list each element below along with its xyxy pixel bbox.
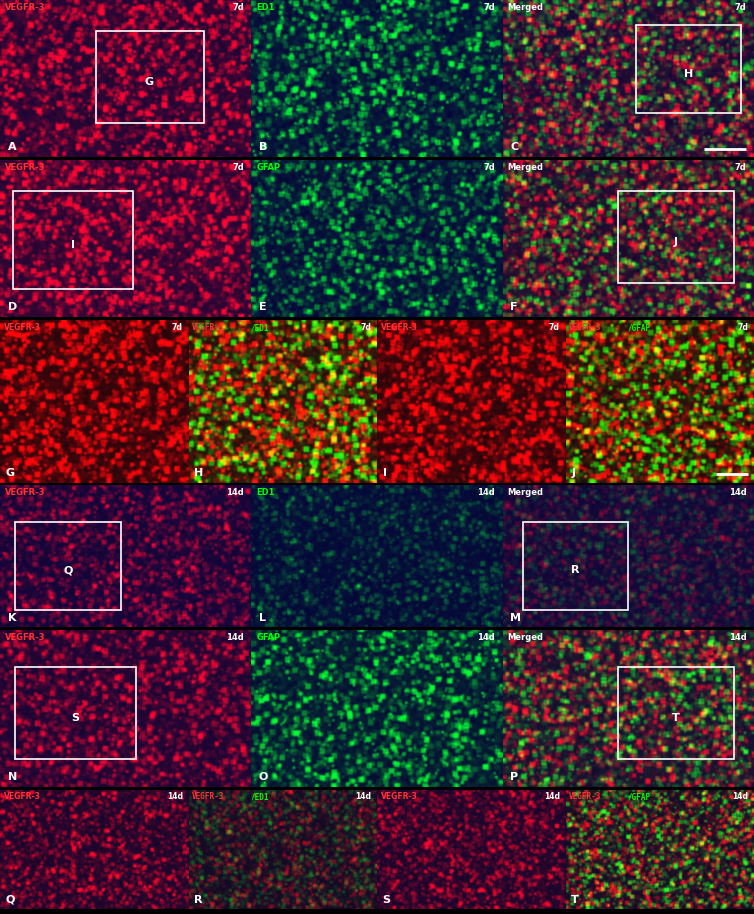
Text: S: S [72, 713, 79, 723]
Text: N: N [8, 772, 17, 782]
Bar [96, 31, 204, 122]
Text: ED1: ED1 [256, 3, 275, 12]
Text: ED1: ED1 [256, 488, 275, 497]
Text: 14d: 14d [226, 488, 244, 497]
Text: H: H [684, 69, 693, 79]
Text: G: G [145, 77, 154, 87]
Text: R: R [195, 895, 203, 905]
Text: I: I [382, 468, 387, 478]
Text: J: J [572, 468, 575, 478]
Text: 14d: 14d [732, 792, 748, 801]
Text: VEGFR-3: VEGFR-3 [5, 163, 45, 172]
Text: VEGFR-3: VEGFR-3 [5, 632, 45, 642]
Text: 14d: 14d [728, 488, 746, 497]
Text: K: K [8, 612, 16, 622]
Text: F: F [510, 303, 518, 313]
Text: /GFAP: /GFAP [627, 324, 651, 332]
Text: 14d: 14d [477, 488, 495, 497]
Text: /ED1: /ED1 [250, 324, 269, 332]
Text: A: A [8, 143, 16, 153]
Text: J: J [674, 237, 678, 247]
Text: H: H [195, 468, 204, 478]
Text: VEGFR-3: VEGFR-3 [381, 324, 418, 332]
Text: 14d: 14d [226, 632, 244, 642]
Text: 14d: 14d [544, 792, 559, 801]
Bar [13, 191, 133, 289]
Text: P: P [510, 772, 518, 782]
Text: I: I [71, 240, 75, 250]
Text: Q: Q [63, 566, 72, 576]
Text: GFAP: GFAP [256, 163, 280, 172]
Text: D: D [8, 303, 17, 313]
Text: B: B [259, 143, 267, 153]
Text: VEGFR-3: VEGFR-3 [569, 792, 602, 801]
Text: O: O [259, 772, 268, 782]
Text: /GFAP: /GFAP [627, 792, 651, 801]
Text: 14d: 14d [477, 632, 495, 642]
Text: 7d: 7d [483, 163, 495, 172]
Bar [636, 26, 741, 113]
Text: VEGFR-3: VEGFR-3 [4, 324, 41, 332]
Text: VEGFR-3: VEGFR-3 [569, 324, 602, 332]
Text: 7d: 7d [360, 324, 371, 332]
Text: M: M [510, 612, 521, 622]
Text: VEGFR-3: VEGFR-3 [4, 792, 41, 801]
Text: G: G [5, 468, 15, 478]
Text: VEGFR-3: VEGFR-3 [192, 792, 225, 801]
Text: 7d: 7d [734, 163, 746, 172]
Text: Merged: Merged [507, 163, 544, 172]
Text: T: T [673, 713, 680, 723]
Text: C: C [510, 143, 518, 153]
Text: Merged: Merged [507, 488, 544, 497]
Bar [15, 667, 136, 759]
Text: S: S [382, 895, 391, 905]
Text: VEGFR-3: VEGFR-3 [381, 792, 418, 801]
Text: L: L [259, 612, 266, 622]
Bar [15, 522, 121, 610]
Text: 7d: 7d [483, 3, 495, 12]
Text: VEGFR-3: VEGFR-3 [5, 488, 45, 497]
Text: 7d: 7d [737, 324, 748, 332]
Text: GFAP: GFAP [256, 632, 280, 642]
Text: /ED1: /ED1 [250, 792, 269, 801]
Bar [618, 191, 734, 282]
Bar [618, 667, 734, 759]
Text: 7d: 7d [549, 324, 559, 332]
Text: Merged: Merged [507, 3, 544, 12]
Text: 7d: 7d [172, 324, 182, 332]
Text: 14d: 14d [167, 792, 182, 801]
Bar [523, 522, 628, 610]
Text: E: E [259, 303, 266, 313]
Text: Merged: Merged [507, 632, 544, 642]
Text: VEGFR-3: VEGFR-3 [5, 3, 45, 12]
Text: 14d: 14d [728, 632, 746, 642]
Text: 7d: 7d [232, 163, 244, 172]
Text: R: R [572, 566, 580, 576]
Text: 7d: 7d [232, 3, 244, 12]
Text: 7d: 7d [734, 3, 746, 12]
Text: T: T [572, 895, 579, 905]
Text: Q: Q [5, 895, 15, 905]
Text: VEGFR-3: VEGFR-3 [192, 324, 225, 332]
Text: 14d: 14d [355, 792, 371, 801]
